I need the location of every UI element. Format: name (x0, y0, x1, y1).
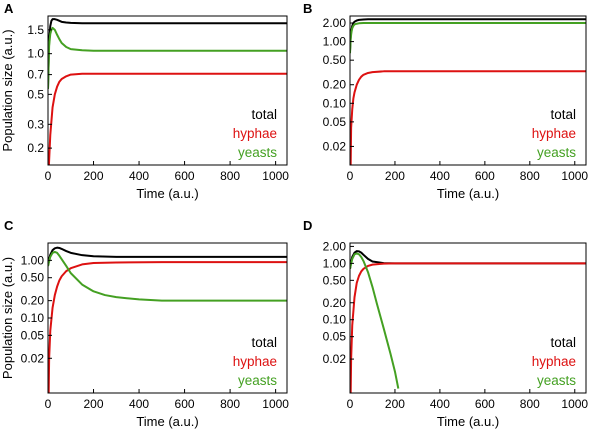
series-line-hyphae (350, 70, 586, 165)
y-tick-label: 1.00 (323, 35, 347, 49)
y-tick-label: 0.20 (21, 294, 45, 308)
y-tick-label: 0.05 (323, 330, 347, 344)
x-tick-label: 200 (84, 169, 104, 183)
series-line-yeasts (350, 252, 400, 389)
x-tick-label: 600 (475, 397, 495, 411)
y-tick-label: 1.00 (21, 253, 45, 267)
plot-frame (349, 15, 587, 166)
y-tick-label: 0.20 (323, 78, 347, 92)
x-tick-label: 400 (129, 397, 149, 411)
panel-label: B (303, 1, 312, 16)
x-tick-label: 0 (347, 169, 354, 183)
x-tick-label: 800 (520, 397, 540, 411)
legend-hyphae: hyphae (233, 126, 277, 141)
series-line-yeasts (350, 22, 586, 54)
x-tick-label: 800 (520, 169, 540, 183)
legend-yeasts: yeasts (537, 145, 576, 160)
x-tick-label: 200 (385, 169, 405, 183)
y-tick-label: 0.5 (27, 87, 44, 101)
x-tick-label: 1000 (561, 397, 588, 411)
x-tick-label: 0 (45, 397, 52, 411)
y-tick-label: 0.50 (323, 53, 347, 67)
y-tick-label: 0.10 (323, 96, 347, 110)
panel-label: A (4, 1, 14, 16)
series-line-hyphae (48, 72, 287, 165)
x-tick-label: 800 (220, 169, 240, 183)
legend-hyphae: hyphae (532, 126, 576, 141)
x-tick-label: 800 (220, 397, 240, 411)
series-line-hyphae (350, 262, 586, 393)
y-tick-label: 0.02 (323, 139, 347, 153)
panel-label: D (303, 218, 312, 233)
series-line-yeasts (48, 250, 287, 302)
x-tick-label: 600 (175, 169, 195, 183)
chart-panel-d: D 0 200 400 600 800 1000 0.02 0.05 0.10 0.20 0.50 1.… (303, 218, 588, 429)
y-tick-label: 0.10 (323, 313, 347, 327)
y-axis-title: Population size (a.u.) (0, 257, 15, 379)
plot-frame (47, 242, 288, 394)
y-tick-label: 0.2 (27, 141, 44, 155)
x-tick-label: 0 (45, 169, 52, 183)
legend-yeasts: yeasts (238, 145, 277, 160)
x-tick-label: 1000 (561, 169, 588, 183)
y-tick-label: 0.20 (323, 296, 347, 310)
y-tick-label: 0.05 (21, 328, 45, 342)
series-line-total (350, 250, 586, 270)
x-tick-label: 400 (129, 169, 149, 183)
plot-frame (349, 242, 587, 394)
y-tick-label: 1.0 (27, 47, 44, 61)
panel-label: C (4, 218, 14, 233)
legend-total: total (550, 107, 576, 122)
legend-total: total (550, 335, 576, 350)
y-tick-label: 2.00 (323, 239, 347, 253)
legend-hyphae: hyphae (532, 354, 576, 369)
series-line-total (48, 246, 287, 267)
chart-panel-a: A 0 200 400 600 800 1000 0.2 0.3 0.5 0.7 1.0 1.5 Time… (0, 1, 289, 201)
x-tick-label: 400 (430, 397, 450, 411)
x-tick-label: 200 (385, 397, 405, 411)
x-axis-title: Time (a.u.) (136, 186, 198, 201)
chart-panel-c: C 0 200 400 600 800 1000 0.02 0.05 0.10 0.20 0.50 1.… (0, 218, 289, 429)
y-tick-label: 0.02 (21, 351, 45, 365)
x-tick-label: 1000 (262, 397, 289, 411)
legend-yeasts: yeasts (537, 373, 576, 388)
x-tick-label: 400 (430, 169, 450, 183)
x-tick-label: 1000 (262, 169, 289, 183)
y-tick-label: 2.00 (323, 16, 347, 30)
series-line-hyphae (48, 261, 287, 393)
chart-panel-b: B 0 200 400 600 800 1000 0.02 0.05 0.10 0.20 0.50 1.… (303, 1, 588, 201)
y-tick-label: 0.3 (27, 117, 44, 131)
x-tick-label: 600 (475, 169, 495, 183)
legend-yeasts: yeasts (238, 373, 277, 388)
y-tick-label: 0.50 (21, 271, 45, 285)
plot-frame (47, 15, 288, 166)
x-tick-label: 600 (175, 397, 195, 411)
y-tick-label: 1.5 (27, 23, 44, 37)
x-axis-title: Time (a.u.) (136, 414, 198, 429)
y-tick-label: 0.05 (323, 115, 347, 129)
y-tick-label: 0.7 (27, 68, 44, 82)
y-axis-title: Population size (a.u.) (0, 29, 15, 151)
x-tick-label: 200 (84, 397, 104, 411)
x-tick-label: 0 (347, 397, 354, 411)
y-tick-label: 0.10 (21, 311, 45, 325)
y-tick-label: 1.00 (323, 256, 347, 270)
legend-total: total (251, 335, 277, 350)
legend-total: total (251, 107, 277, 122)
x-axis-title: Time (a.u.) (437, 186, 499, 201)
series-line-total (350, 18, 586, 52)
series-line-yeasts (48, 26, 287, 89)
x-axis-title: Time (a.u.) (437, 414, 499, 429)
series-line-total (48, 18, 287, 89)
y-tick-label: 0.02 (323, 352, 347, 366)
y-tick-label: 0.50 (323, 273, 347, 287)
legend-hyphae: hyphae (233, 354, 277, 369)
